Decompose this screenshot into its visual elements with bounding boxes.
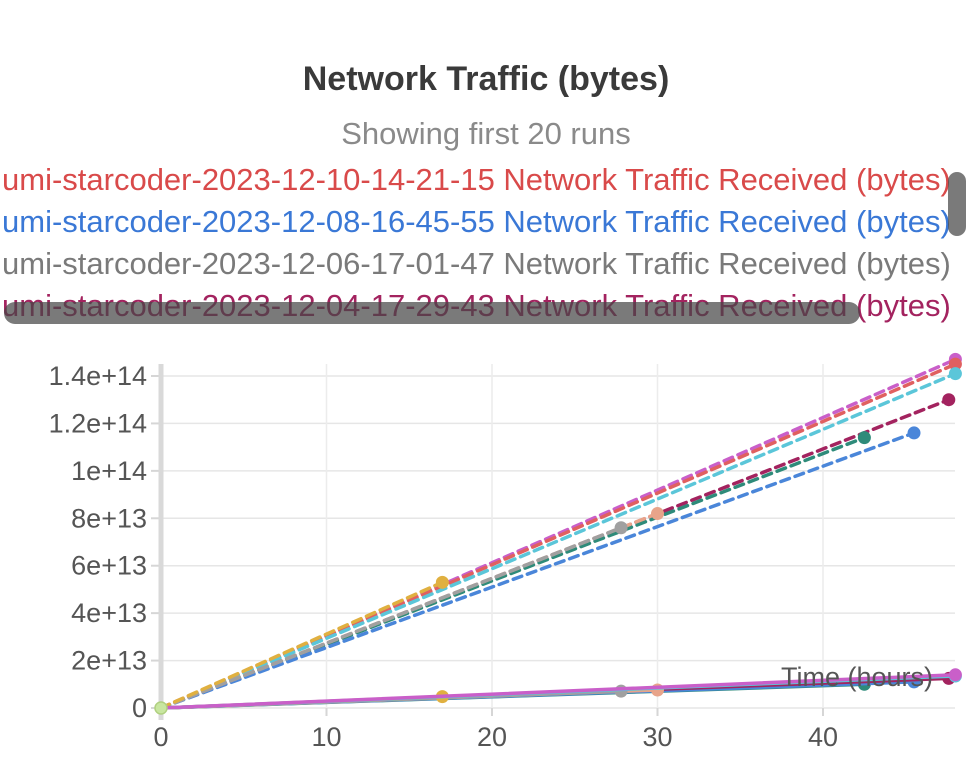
y-tick-label: 8e+13 [71,503,147,533]
series-end-point [907,426,921,440]
y-tick-label: 6e+13 [71,551,147,581]
series-end-point [948,357,962,371]
x-axis-label: Time (hours) [781,662,933,692]
y-tick-label: 2e+13 [71,646,147,676]
series-line [159,673,958,710]
chart-plot: 0 2e+13 4e+13 6e+13 8e+13 1e+14 1.2e+14 1.4e+14… [49,352,962,752]
chart-subtitle: Showing first 20 runs [341,116,631,151]
axis-layer: 0 2e+13 4e+13 6e+13 8e+13 1e+14 1.2e+14 1.4e+14… [49,361,838,752]
series-end-point [651,507,664,521]
series-end-point [948,668,962,682]
series-line [159,580,445,710]
legend-horizontal-scrollbar[interactable] [4,302,860,324]
series-end-point [435,575,449,589]
series-end-point [948,367,962,381]
x-tick-label: 0 [153,722,168,752]
legend-label: umi-starcoder-2023-12-10-14-21-15 Networ… [2,162,951,197]
y-tick-label: 1.2e+14 [49,408,147,438]
series-line [159,431,916,710]
legend-item[interactable]: umi-starcoder-2023-12-06-17-01-47 Networ… [2,244,951,284]
x-tick-label: 40 [808,722,838,752]
series-end-point [614,521,628,535]
y-tick-label: 0 [132,693,147,723]
series-end-point [942,393,956,407]
chart-title: Network Traffic (bytes) [302,60,670,98]
origin-point [154,701,168,715]
legend-label: umi-starcoder-2023-12-08-16-45-55 Networ… [2,204,951,239]
series-end-point [857,431,871,445]
legend-vertical-scrollbar[interactable] [948,172,966,236]
series-line [159,371,958,710]
legend-item[interactable]: umi-starcoder-2023-12-08-16-45-55 Networ… [2,202,951,242]
x-tick-label: 30 [642,722,672,752]
legend-label: umi-starcoder-2023-12-06-17-01-47 Networ… [2,246,951,281]
x-tick-label: 10 [311,722,341,752]
y-tick-label: 1e+14 [71,456,147,486]
x-tick-label: 20 [477,722,507,752]
legend-item[interactable]: umi-starcoder-2023-12-10-14-21-15 Networ… [2,160,951,200]
y-tick-label: 1.4e+14 [49,361,147,391]
y-tick-label: 4e+13 [71,598,147,628]
series-layer [154,352,962,715]
series-line [159,526,623,710]
